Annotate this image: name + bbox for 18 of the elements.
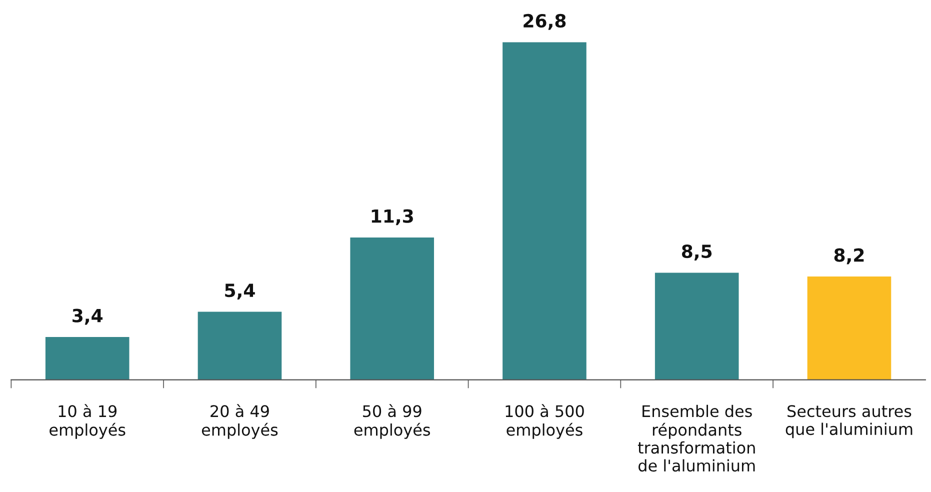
x-tick-label: 50 à 99 employés: [354, 404, 430, 439]
bar: [807, 276, 892, 380]
data-label: 11,3: [372, 209, 413, 226]
data-label: 8,2: [834, 248, 864, 264]
bar: [198, 312, 282, 380]
bar: [654, 272, 739, 380]
x-tick-label: 100 à 500 employés: [506, 404, 584, 439]
x-tick-label: 20 à 49 employés: [202, 404, 278, 439]
bar: [502, 42, 586, 380]
data-label: 3,4: [72, 308, 103, 325]
bar: [350, 237, 434, 380]
data-label: 8,5: [682, 244, 712, 260]
data-label: 5,4: [225, 284, 255, 300]
x-tick-label: Ensemble des répondants transformation de l'aluminium: [638, 404, 755, 472]
bar: [45, 336, 130, 380]
x-tick-label: Secteurs autres que l'aluminium: [786, 405, 912, 438]
data-label: 26,8: [524, 14, 566, 30]
x-tick-label: 10 à 19 employés: [50, 404, 126, 439]
